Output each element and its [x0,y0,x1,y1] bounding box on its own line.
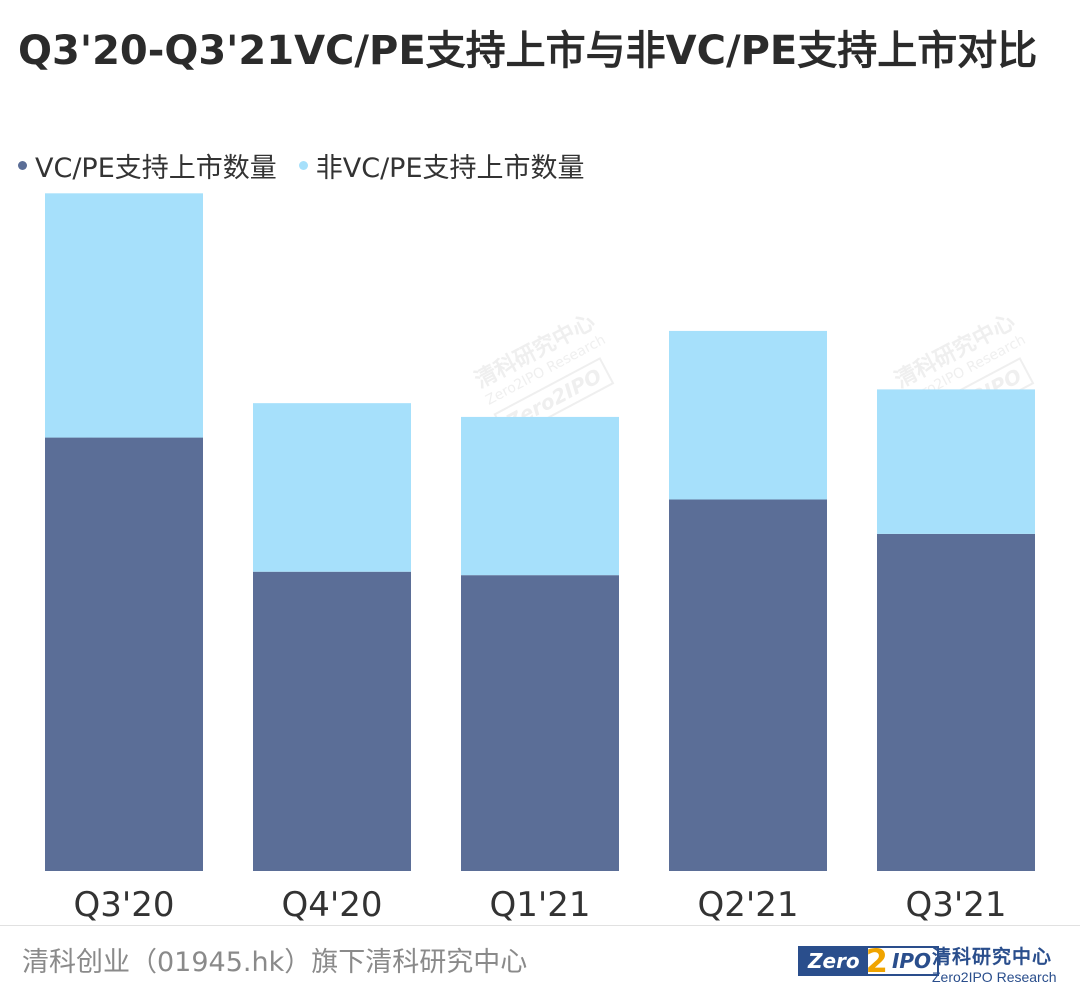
legend-label-vcpe: VC/PE支持上市数量 [35,153,277,184]
x-tick-label: Q3'20 [73,885,174,925]
logo-cn: 清科研究中心 [932,946,1053,968]
zero2ipo-logo: Zero 2 IPO [798,942,940,980]
bar-vcpe-2 [461,575,619,871]
footer-divider [0,925,1080,926]
logo-text: 清科研究中心 Zero2IPO Research [932,942,1057,985]
bar-vcpe-4 [877,533,1035,871]
bar-non-vcpe-1 [253,403,411,572]
logo-box: Zero 2 IPO [798,942,940,980]
legend-label-non-vcpe: 非VC/PE支持上市数量 [315,153,585,184]
bar-non-vcpe-4 [877,389,1035,534]
legend-item-vcpe: VC/PE支持上市数量 [18,146,277,185]
legend-dot-non-vcpe [298,161,308,170]
x-tick-label: Q2'21 [697,885,798,925]
x-tick-label: Q4'20 [281,885,382,925]
legend-item-non-vcpe: 非VC/PE支持上市数量 [298,146,585,185]
logo-en: Zero2IPO Research [932,969,1057,985]
bar-vcpe-0 [45,437,203,871]
logo-zero: Zero [800,948,868,974]
bar-non-vcpe-3 [669,330,827,500]
chart-title: Q3'20-Q3'21VC/PE支持上市与非VC/PE支持上市对比 [18,28,1038,74]
logo-two: 2 [865,942,888,980]
bar-vcpe-3 [669,499,827,871]
bar-non-vcpe-0 [45,193,203,438]
x-tick-label: Q3'21 [905,885,1006,925]
legend-dot-vcpe [18,161,27,170]
stacked-bar-chart: Q3'20 Q4'20 Q1'21 Q2'21 Q3'21 [45,193,1035,925]
bar-vcpe-1 [253,571,411,871]
logo-ipo: IPO [891,949,932,973]
x-tick-label: Q1'21 [489,885,590,925]
source-text: 清科创业（01945.hk）旗下清科研究中心 [22,947,528,978]
bar-non-vcpe-2 [461,416,619,576]
legend: VC/PE支持上市数量 非VC/PE支持上市数量 [18,146,585,185]
